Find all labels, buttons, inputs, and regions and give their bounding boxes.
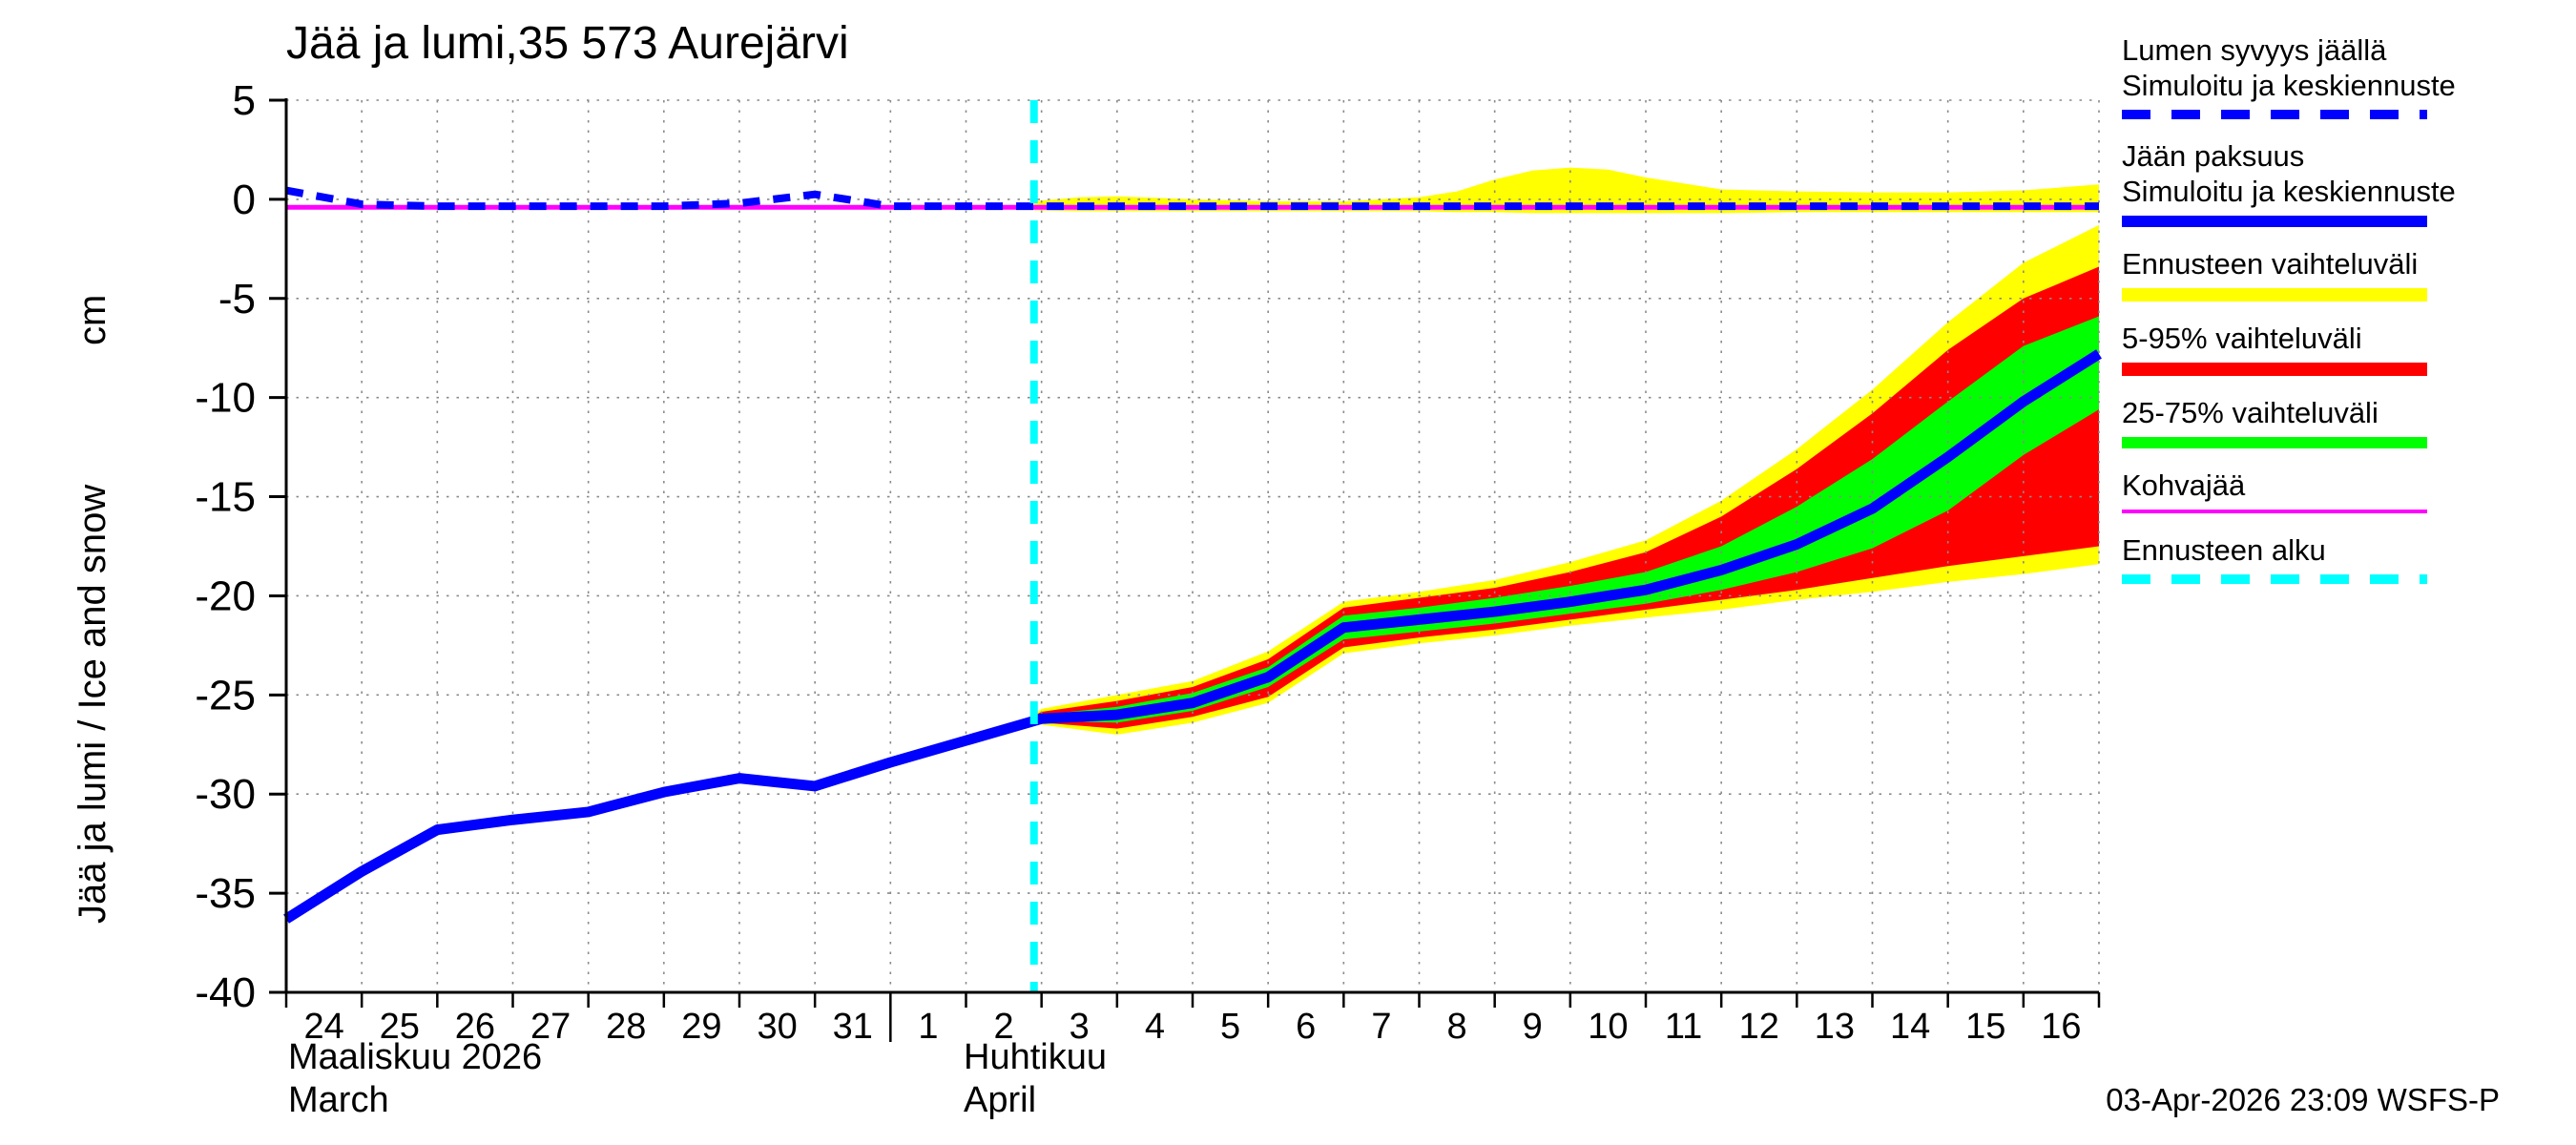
y-tick-label: -15 xyxy=(195,474,256,521)
x-tick-label: 15 xyxy=(1965,1007,2005,1047)
x-tick-label: 24 xyxy=(303,1007,343,1047)
x-tick-label: 29 xyxy=(681,1007,721,1047)
x-tick-label: 9 xyxy=(1523,1007,1543,1047)
x-tick-label: 26 xyxy=(455,1007,495,1047)
x-tick-label: 4 xyxy=(1145,1007,1165,1047)
legend: Lumen syvyys jäällä Simuloitu ja keskienn… xyxy=(2122,32,2570,603)
x-tick-label: 10 xyxy=(1588,1007,1628,1047)
legend-label: Ennusteen vaihteluväli xyxy=(2122,247,2419,281)
legend-item-ice-thickness: Jään paksuus Simuloitu ja keskiennuste xyxy=(2122,138,2570,227)
legend-item-forecast-start: Ennusteen alku xyxy=(2122,532,2570,584)
y-tick-label: -10 xyxy=(195,375,256,422)
legend-sample-forecast-start xyxy=(2122,574,2427,584)
legend-label: Kohvajää xyxy=(2122,468,2246,502)
legend-item-p25-75-range: 25-75% vaihteluväli xyxy=(2122,395,2570,448)
legend-label: Ennusteen alku xyxy=(2122,533,2326,567)
x-tick-label: 6 xyxy=(1296,1007,1316,1047)
legend-label: Lumen syvyys jäällä xyxy=(2122,33,2387,67)
x-tick-label: 25 xyxy=(380,1007,420,1047)
x-tick-label: 8 xyxy=(1447,1007,1467,1047)
x-tick-label: 2 xyxy=(994,1007,1014,1047)
month-march-en: March xyxy=(288,1079,389,1120)
legend-sample-p25-75-range xyxy=(2122,437,2427,448)
x-tick-label: 14 xyxy=(1890,1007,1930,1047)
x-tick-label: 31 xyxy=(833,1007,873,1047)
y-tick-label: 0 xyxy=(233,177,256,223)
legend-label: 25-75% vaihteluväli xyxy=(2122,396,2379,429)
x-tick-label: 28 xyxy=(606,1007,646,1047)
x-tick-label: 12 xyxy=(1739,1007,1779,1047)
legend-item-forecast-range: Ennusteen vaihteluväli xyxy=(2122,246,2570,302)
timestamp: 03-Apr-2026 23:09 WSFS-P xyxy=(2106,1082,2500,1117)
y-tick-label: -35 xyxy=(195,870,256,917)
legend-sample-ice-thickness xyxy=(2122,216,2427,227)
legend-item-kohvajaa: Kohvajää xyxy=(2122,468,2570,513)
x-tick-label: 5 xyxy=(1220,1007,1240,1047)
y-tick-label: -20 xyxy=(195,572,256,619)
month-april-fi: Huhtikuu xyxy=(964,1037,1107,1077)
legend-sample-snow-depth xyxy=(2122,110,2427,119)
x-tick-label: 1 xyxy=(918,1007,938,1047)
legend-label: Simuloitu ja keskiennuste xyxy=(2122,175,2456,208)
y-tick-label: -40 xyxy=(195,969,256,1016)
y-tick-label: -25 xyxy=(195,672,256,718)
x-axis-month-march: Maaliskuu 2026 March xyxy=(288,1036,542,1122)
y-tick-label: -5 xyxy=(218,276,256,323)
x-tick-label: 11 xyxy=(1665,1007,1702,1047)
legend-label: 5-95% vaihteluväli xyxy=(2122,322,2362,355)
x-tick-label: 16 xyxy=(2041,1007,2081,1047)
y-tick-label: 5 xyxy=(233,77,256,124)
line-ice-thickness-simulated xyxy=(283,349,2102,924)
legend-sample-forecast-range xyxy=(2122,288,2427,302)
legend-item-snow-depth: Lumen syvyys jäällä Simuloitu ja keskienn… xyxy=(2122,32,2570,119)
legend-label: Jään paksuus xyxy=(2122,139,2305,173)
x-axis-month-april: Huhtikuu April xyxy=(964,1036,1107,1122)
x-tick-label: 3 xyxy=(1070,1007,1090,1047)
legend-sample-p5-95-range xyxy=(2122,363,2427,376)
x-tick-label: 13 xyxy=(1815,1007,1855,1047)
band-snow-forecast-range xyxy=(1033,167,2099,214)
x-tick-label: 7 xyxy=(1371,1007,1391,1047)
x-tick-label: 27 xyxy=(530,1007,571,1047)
month-march-fi: Maaliskuu 2026 xyxy=(288,1037,543,1077)
legend-item-p5-95-range: 5-95% vaihteluväli xyxy=(2122,321,2570,376)
band-ice-25-75-range xyxy=(1033,316,2099,723)
legend-label: Simuloitu ja keskiennuste xyxy=(2122,69,2456,102)
chart-title: Jää ja lumi,35 573 Aurejärvi xyxy=(286,18,849,69)
y-tick-label: -30 xyxy=(195,771,256,818)
month-april-en: April xyxy=(964,1079,1037,1120)
x-tick-label: 30 xyxy=(757,1007,797,1047)
legend-sample-kohvajaa xyxy=(2122,510,2427,513)
